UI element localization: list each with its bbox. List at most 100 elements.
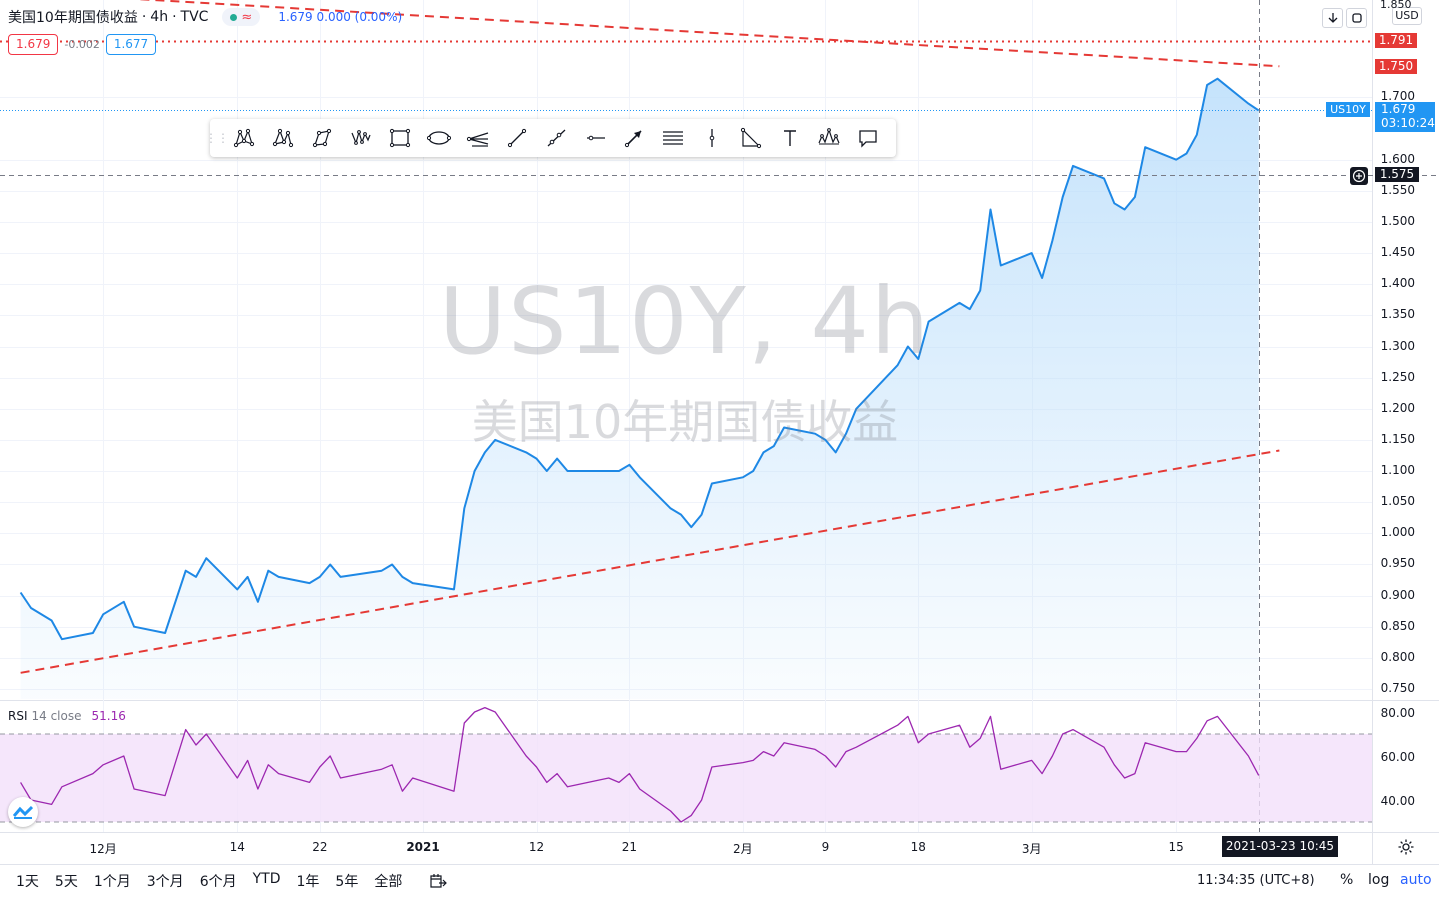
- parallel-channel-icon[interactable]: [653, 119, 692, 157]
- auto-toggle[interactable]: auto: [1400, 872, 1432, 888]
- vertical-line-icon[interactable]: [692, 119, 731, 157]
- rsi-series-line: [20, 706, 1260, 823]
- alert-price-tag-1791[interactable]: 1.791: [1375, 33, 1417, 48]
- price-tick-label: 1.550: [1380, 182, 1415, 197]
- time-tick-label: 2021: [406, 840, 440, 854]
- bar-countdown: 03:10:24: [1381, 116, 1435, 130]
- maximize-icon[interactable]: [1346, 8, 1367, 28]
- symbol-name[interactable]: 美国10年期国债收益: [8, 10, 138, 26]
- price-tick-label: 0.750: [1380, 681, 1415, 695]
- top-axis-tick: 1.850: [1380, 0, 1412, 11]
- range-1y[interactable]: 1年: [296, 874, 320, 890]
- bottom-toolbar: 1天 5天 1个月 3个月 6个月 YTD 1年 5年 全部 11:34:35 …: [0, 864, 1439, 897]
- interval[interactable]: 4h: [150, 9, 169, 25]
- rsi-params: 14 close: [31, 709, 82, 723]
- pitchfork-icon[interactable]: [458, 119, 497, 157]
- clock[interactable]: 11:34:35 (UTC+8): [1197, 873, 1315, 888]
- drag-handle-icon[interactable]: ⋮⋮: [205, 131, 229, 145]
- range-6m[interactable]: 6个月: [199, 874, 237, 890]
- quote-values: 1.679 0.000 (0.00%): [278, 10, 403, 24]
- rsi-value: 51.16: [91, 709, 126, 723]
- status-pill[interactable]: ≈: [222, 8, 261, 26]
- price-tick-label: 1.200: [1380, 400, 1415, 415]
- arrow-icon[interactable]: [614, 119, 653, 157]
- add-alert-icon[interactable]: [1350, 167, 1368, 185]
- time-tick-label: 18: [910, 840, 926, 854]
- price-tick-label: 1.150: [1380, 431, 1415, 446]
- price-tick-label: 0.850: [1380, 618, 1415, 633]
- ray-icon[interactable]: [536, 119, 575, 157]
- delayed-data-icon: ≈: [241, 9, 253, 25]
- price-tick-label: 1.350: [1380, 307, 1415, 322]
- price-tick-label: 1.400: [1380, 276, 1415, 291]
- time-tick-label: 12: [528, 840, 545, 854]
- last-price: 1.679: [1381, 102, 1416, 116]
- range-ytd[interactable]: YTD: [252, 871, 281, 887]
- rsi-tick-40: 40.00: [1380, 794, 1415, 808]
- callout-icon[interactable]: [848, 119, 887, 157]
- price-tick-label: 1.600: [1380, 151, 1415, 166]
- arrow-down-icon[interactable]: [1322, 8, 1343, 28]
- time-tick-label: 3月: [1021, 842, 1042, 856]
- price-tick-label: 1.700: [1380, 89, 1415, 104]
- time-tick-label: 12月: [89, 842, 117, 856]
- time-tick-label: 15: [1168, 840, 1184, 854]
- buy-button[interactable]: 1.677: [105, 34, 157, 55]
- symbol-tag: US10Y: [1326, 102, 1370, 117]
- horizontal-ray-icon[interactable]: [575, 119, 614, 157]
- price-tick-label: 0.900: [1380, 587, 1415, 602]
- rsi-tick-80: 80.00: [1380, 706, 1415, 720]
- exchange: TVC: [180, 9, 209, 25]
- price-tick-label: 1.050: [1380, 494, 1415, 509]
- range-1d[interactable]: 1天: [16, 874, 39, 890]
- line-price-tag-1750[interactable]: 1.750: [1375, 59, 1417, 74]
- rsi-label: RSI: [8, 709, 28, 723]
- time-tick-label: 22: [312, 840, 328, 854]
- trend-line-icon[interactable]: [497, 119, 536, 157]
- percent-toggle[interactable]: %: [1340, 872, 1354, 888]
- rsi-legend[interactable]: RSI 14 close 51.16: [8, 709, 126, 723]
- log-toggle[interactable]: log: [1368, 872, 1390, 888]
- fib-retracement-icon[interactable]: [731, 119, 770, 157]
- price-tick-label: 0.950: [1380, 556, 1415, 571]
- head-shoulders-icon[interactable]: [809, 119, 848, 157]
- ellipse-icon[interactable]: [419, 119, 458, 157]
- trade-quote[interactable]: 1.679 -0.002 1.677: [8, 34, 157, 55]
- time-tick-label: 14: [229, 840, 245, 854]
- price-tick-label: 0.800: [1380, 649, 1415, 664]
- drawing-toolbar[interactable]: ⋮⋮: [205, 119, 896, 157]
- watermark-symbol: US10Y, 4h: [438, 268, 932, 375]
- trend-line: [136, 0, 1280, 68]
- sell-button[interactable]: 1.679: [8, 34, 59, 55]
- price-area-fill: [20, 78, 1259, 699]
- cypher-pattern-icon[interactable]: [263, 119, 302, 157]
- go-to-date-icon[interactable]: [428, 871, 448, 891]
- xabcd-pattern-icon[interactable]: [224, 119, 263, 157]
- price-tick-label: 1.300: [1380, 338, 1415, 353]
- green-dot-icon: [230, 13, 238, 21]
- range-5d[interactable]: 5天: [54, 874, 78, 890]
- tradingview-logo-icon[interactable]: [8, 797, 38, 827]
- time-tick-label: 21: [621, 840, 637, 854]
- range-3m[interactable]: 3个月: [146, 874, 184, 890]
- abcd-pattern-icon[interactable]: [302, 119, 341, 157]
- time-tick-label: 2月: [733, 842, 753, 856]
- watermark-name: 美国10年期国债收益: [471, 395, 899, 449]
- spread-value: -0.002: [64, 38, 100, 51]
- rsi-band: [0, 734, 1372, 822]
- range-5y[interactable]: 5年: [335, 874, 359, 890]
- price-tick-label: 1.500: [1380, 213, 1415, 228]
- price-series-line: [19, 77, 1260, 641]
- range-buttons: 1天 5天 1个月 3个月 6个月 YTD 1年 5年 全部: [8, 871, 410, 891]
- crosshair-price-tag: 1.575: [1375, 167, 1419, 182]
- crosshair-time-tag: 2021-03-23 10:45: [1222, 836, 1338, 857]
- currency-button[interactable]: USD: [1392, 7, 1422, 25]
- text-icon[interactable]: [770, 119, 809, 157]
- gear-icon[interactable]: [1397, 838, 1415, 856]
- range-1m[interactable]: 1个月: [93, 874, 131, 890]
- rectangle-icon[interactable]: [380, 119, 419, 157]
- triangle-pattern-icon[interactable]: [341, 119, 380, 157]
- range-all[interactable]: 全部: [374, 874, 403, 890]
- symbol-legend[interactable]: 美国10年期国债收益 · 4h · TVC ≈ 1.679 0.000 (0.0…: [8, 8, 403, 26]
